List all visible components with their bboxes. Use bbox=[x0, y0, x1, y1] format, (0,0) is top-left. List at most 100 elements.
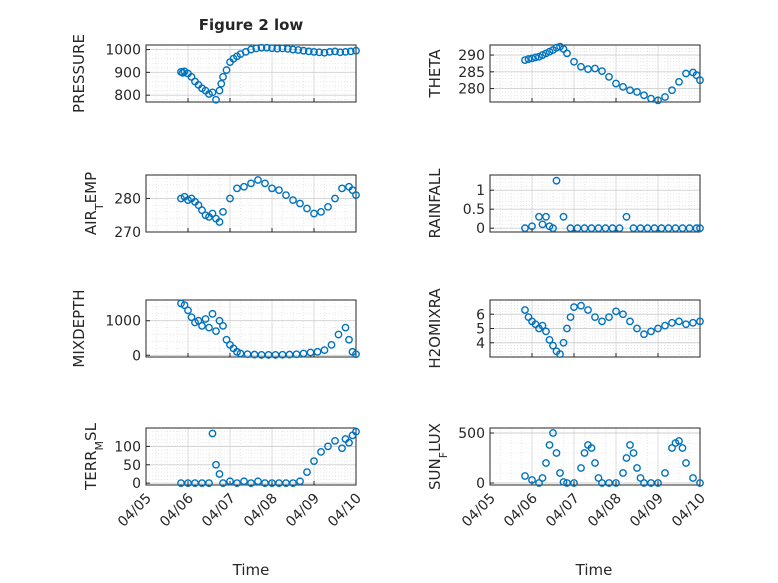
x-tick-label-0-1: 04/06 bbox=[157, 490, 197, 530]
data-point-3-16 bbox=[615, 224, 624, 233]
data-point-1-24 bbox=[647, 94, 655, 103]
data-point-4-32 bbox=[341, 323, 350, 332]
data-point-7-24 bbox=[629, 449, 638, 457]
data-point-6-5 bbox=[208, 429, 217, 438]
data-point-4-2 bbox=[184, 306, 192, 315]
data-point-2-16 bbox=[247, 179, 255, 188]
y-tick-label-0-0: 800 bbox=[114, 88, 141, 104]
data-point-5-16 bbox=[584, 306, 592, 314]
data-point-2-21 bbox=[282, 191, 290, 200]
data-point-4-10 bbox=[212, 327, 220, 335]
x-tick-label-1-5: 04/10 bbox=[669, 491, 709, 531]
data-point-1-28 bbox=[675, 77, 683, 86]
data-point-2-28 bbox=[331, 194, 339, 203]
data-point-0-25 bbox=[268, 44, 276, 53]
data-point-2-31 bbox=[348, 186, 357, 194]
data-point-0-37 bbox=[331, 47, 339, 56]
data-point-6-12 bbox=[247, 479, 255, 488]
data-point-2-22 bbox=[289, 196, 297, 205]
y-axis-label-6: TERRMSL bbox=[82, 422, 106, 491]
subplot-terr-msl: 0 50 100 04/05 04/06 04/07 04/08 04/09 04/10 TERR… bbox=[82, 422, 365, 530]
data-point-6-27 bbox=[345, 438, 353, 447]
data-point-5-5 bbox=[538, 321, 547, 330]
data-point-5-15 bbox=[577, 301, 585, 310]
data-point-7-20 bbox=[612, 479, 620, 487]
data-point-5-24 bbox=[640, 330, 648, 339]
data-point-7-15 bbox=[587, 444, 596, 452]
data-point-1-27 bbox=[668, 86, 676, 95]
y-tick-label-1-1: 285 bbox=[458, 65, 485, 81]
data-point-7-16 bbox=[591, 459, 599, 467]
data-point-1-18 bbox=[605, 72, 613, 81]
data-point-1-3 bbox=[531, 53, 540, 62]
data-point-7-29 bbox=[654, 479, 662, 487]
data-point-0-23 bbox=[257, 43, 266, 52]
data-point-7-37 bbox=[696, 479, 704, 487]
data-point-0-11 bbox=[212, 95, 220, 104]
y-tick-label-1-2: 290 bbox=[458, 48, 485, 64]
x-tick-label-0-5: 04/10 bbox=[325, 491, 365, 531]
data-point-7-11 bbox=[570, 479, 578, 487]
data-point-0-35 bbox=[320, 48, 329, 57]
data-point-5-14 bbox=[570, 303, 578, 312]
data-point-0-29 bbox=[289, 45, 297, 54]
data-point-7-26 bbox=[636, 474, 645, 482]
data-point-0-13 bbox=[217, 79, 226, 88]
data-point-5-27 bbox=[661, 321, 669, 330]
data-point-1-9 bbox=[552, 43, 561, 52]
y-axis-label-7: SUNFLUX bbox=[426, 423, 450, 490]
y-tick-label-1-0: 280 bbox=[458, 82, 485, 98]
axes-box-7 bbox=[489, 427, 701, 486]
data-point-7-36 bbox=[689, 474, 697, 482]
data-point-2-15 bbox=[240, 182, 248, 191]
data-point-7-33 bbox=[675, 437, 683, 445]
x-axis-label-right: Time bbox=[575, 561, 613, 579]
data-point-0-39 bbox=[341, 47, 350, 56]
data-point-1-23 bbox=[640, 91, 648, 100]
data-point-7-3 bbox=[538, 474, 547, 482]
axes-box-4 bbox=[145, 299, 357, 358]
data-point-3-27 bbox=[692, 224, 701, 233]
data-point-4-28 bbox=[313, 347, 322, 356]
data-point-7-17 bbox=[594, 474, 603, 482]
data-point-7-2 bbox=[535, 479, 543, 487]
data-point-7-7 bbox=[552, 449, 561, 457]
data-point-2-26 bbox=[317, 207, 325, 216]
data-point-1-29 bbox=[682, 69, 690, 78]
y-axis-label-2: AIRTEMP bbox=[82, 172, 106, 235]
data-point-1-1 bbox=[524, 55, 533, 63]
data-point-5-7 bbox=[545, 335, 554, 344]
data-point-7-31 bbox=[668, 444, 676, 452]
data-point-1-31 bbox=[692, 71, 701, 80]
data-point-4-6 bbox=[198, 322, 206, 330]
y-tick-label-4-0: 0 bbox=[132, 348, 141, 364]
data-point-3-3 bbox=[538, 220, 547, 229]
subplot-rainfall: 0 0.5 1 RAINFALL bbox=[426, 168, 704, 239]
data-point-7-22 bbox=[622, 454, 631, 462]
data-point-1-12 bbox=[563, 49, 571, 58]
data-point-4-30 bbox=[327, 341, 336, 349]
y-axis-label-3: RAINFALL bbox=[426, 168, 444, 239]
data-point-0-28 bbox=[283, 44, 292, 53]
data-point-7-34 bbox=[678, 444, 687, 452]
axes-box-0 bbox=[145, 44, 357, 103]
data-point-0-38 bbox=[336, 48, 345, 57]
data-point-2-6 bbox=[198, 206, 206, 215]
data-point-2-23 bbox=[296, 199, 304, 208]
data-point-5-31 bbox=[689, 318, 697, 327]
data-point-2-5 bbox=[194, 201, 203, 210]
y-tick-label-3-2: 1 bbox=[476, 183, 485, 199]
data-point-1-20 bbox=[619, 83, 627, 91]
data-point-7-5 bbox=[545, 441, 554, 449]
subplot-air-temp: 270 280 AIRTEMP bbox=[82, 172, 360, 241]
subplot-h2omixra: 456 H2OMIXRA bbox=[426, 288, 704, 369]
data-point-4-8 bbox=[205, 323, 213, 332]
y-tick-label-6-2: 100 bbox=[114, 439, 141, 455]
data-point-1-17 bbox=[598, 67, 606, 76]
data-point-4-9 bbox=[208, 309, 217, 318]
data-point-2-29 bbox=[338, 184, 346, 193]
x-tick-label-0-2: 04/07 bbox=[199, 491, 239, 531]
data-point-0-21 bbox=[247, 45, 255, 54]
